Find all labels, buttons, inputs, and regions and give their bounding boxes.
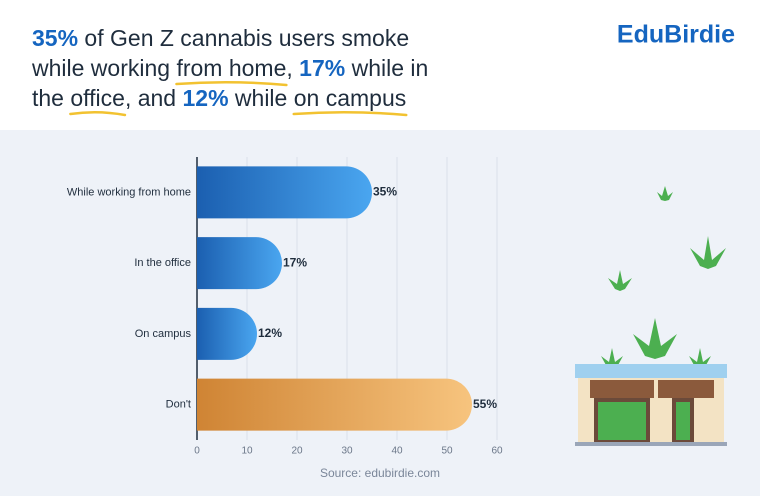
source-note: Source: edubirdie.com <box>320 466 440 480</box>
category-label: While working from home <box>67 186 191 198</box>
title-underline <box>292 110 408 117</box>
title-segment: , and <box>125 85 183 111</box>
title-segment: , <box>286 55 299 81</box>
title-segment: office <box>70 85 125 111</box>
title-segment: 35% <box>32 25 78 51</box>
value-label: 55% <box>473 397 497 411</box>
bar <box>197 166 372 219</box>
x-tick-label: 20 <box>291 446 303 457</box>
x-tick-label: 10 <box>241 446 253 457</box>
bar <box>197 237 282 290</box>
header-background <box>0 0 760 130</box>
x-tick-label: 60 <box>491 446 503 457</box>
category-label: In the office <box>134 257 191 269</box>
category-label: On campus <box>135 328 192 340</box>
title-line: while working from home, 17% while in <box>31 55 428 81</box>
title-line: 35% of Gen Z cannabis users smoke <box>32 25 409 51</box>
leaf-icons <box>601 186 726 369</box>
title-segment: of Gen Z cannabis users smoke <box>78 25 409 51</box>
bar <box>197 378 472 431</box>
title-underline <box>69 111 127 117</box>
title-segment: 12% <box>182 85 228 111</box>
title-segment: while in <box>345 55 428 81</box>
x-tick-label: 40 <box>391 446 403 457</box>
title-line: the office, and 12% while on campus <box>32 85 406 111</box>
plot-area: 0 10 20 30 40 50 60 While working from home 35% I… <box>67 157 503 457</box>
chart-title: 35% of Gen Z cannabis users smoke while w… <box>31 25 428 117</box>
title-segment: from home <box>176 55 286 81</box>
x-tick-label: 30 <box>341 446 353 457</box>
illustration <box>575 186 727 446</box>
value-label: 17% <box>283 255 307 269</box>
title-segment: while <box>229 85 294 111</box>
title-segment: on campus <box>294 85 407 111</box>
x-tick-label: 50 <box>441 446 453 457</box>
title-underline <box>175 80 288 87</box>
title-segment: 17% <box>299 55 345 81</box>
brand-logo: EduBirdie <box>617 21 735 49</box>
value-label: 35% <box>373 185 397 199</box>
bar <box>197 307 257 360</box>
title-segment: while working <box>31 55 176 81</box>
category-label: Don't <box>166 399 191 411</box>
x-tick-label: 0 <box>194 446 200 457</box>
title-segment: the <box>32 85 70 111</box>
value-label: 12% <box>258 326 282 340</box>
